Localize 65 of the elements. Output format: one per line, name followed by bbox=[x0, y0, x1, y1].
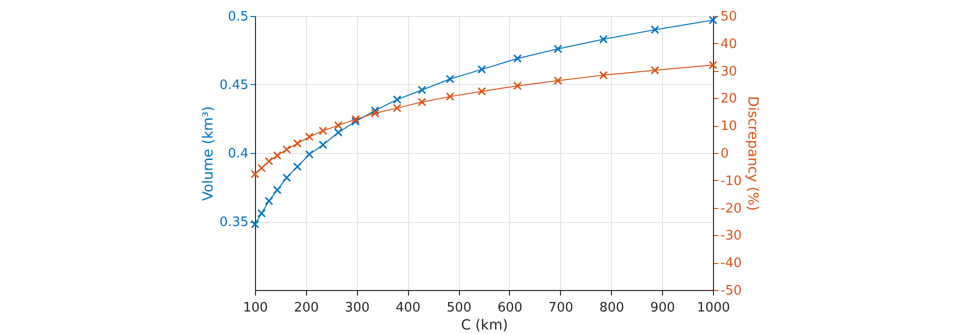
point bbox=[446, 92, 454, 101]
point bbox=[318, 140, 328, 150]
point bbox=[257, 164, 266, 172]
point bbox=[599, 35, 608, 44]
point bbox=[273, 186, 282, 194]
y2-tick-label: -40 bbox=[720, 256, 742, 272]
x-tick-label: 900 bbox=[650, 300, 676, 316]
y2-tick-label: 40 bbox=[720, 36, 738, 52]
x-tick-label: 500 bbox=[446, 300, 472, 316]
point bbox=[257, 208, 266, 218]
y-tick-label: 0.5 bbox=[228, 10, 248, 24]
point bbox=[599, 70, 608, 80]
point bbox=[282, 173, 292, 182]
point bbox=[650, 66, 660, 75]
point bbox=[477, 87, 486, 96]
y2-tick-label: -50 bbox=[720, 284, 742, 298]
point bbox=[708, 60, 718, 70]
point bbox=[446, 74, 454, 84]
x-tick-label: 600 bbox=[498, 300, 522, 316]
y2-tick-label: 0 bbox=[720, 146, 729, 162]
y2-tick-label: -20 bbox=[720, 201, 742, 216]
y-tick-label: 0.4 bbox=[228, 146, 248, 162]
point bbox=[418, 86, 426, 94]
point bbox=[392, 104, 402, 112]
point bbox=[418, 98, 426, 106]
point bbox=[650, 25, 660, 34]
point bbox=[554, 76, 562, 85]
point bbox=[708, 16, 718, 24]
y2-tick-label: 50 bbox=[720, 10, 738, 24]
point bbox=[264, 156, 274, 166]
x-tick-label: 700 bbox=[548, 300, 574, 316]
y-tick-label: 0.35 bbox=[220, 215, 248, 230]
y2-tick-label: 30 bbox=[720, 64, 738, 80]
point bbox=[293, 139, 302, 148]
point bbox=[513, 82, 522, 90]
x-axis-title: C (km) bbox=[461, 318, 508, 334]
x-tick-label: 1000 bbox=[696, 300, 730, 316]
point bbox=[273, 151, 282, 160]
point bbox=[392, 95, 402, 104]
point bbox=[282, 145, 292, 154]
y2-tick-label: 20 bbox=[720, 92, 738, 107]
y2-tick-label: -30 bbox=[720, 228, 742, 244]
point bbox=[370, 108, 380, 118]
point bbox=[318, 126, 328, 136]
x-tick-label: 200 bbox=[294, 300, 319, 316]
y-axis-title: Volume (km³) bbox=[200, 106, 217, 201]
point bbox=[293, 162, 302, 171]
point bbox=[250, 170, 260, 178]
y2-tick-label: 10 bbox=[720, 119, 738, 134]
y2-axis-title: Discrepancy (%) bbox=[744, 96, 761, 211]
point bbox=[305, 150, 314, 159]
point bbox=[264, 196, 274, 206]
point bbox=[305, 132, 314, 142]
y-tick-label: 0.45 bbox=[220, 78, 248, 93]
x-tick-label: 400 bbox=[396, 300, 421, 316]
y2-tick-label: -10 bbox=[720, 174, 742, 189]
x-tick-label: 300 bbox=[344, 300, 370, 316]
point bbox=[370, 106, 380, 115]
x-tick-label: 100 bbox=[243, 300, 268, 316]
point bbox=[554, 44, 562, 54]
point bbox=[334, 128, 343, 137]
point bbox=[513, 54, 522, 63]
point bbox=[334, 121, 343, 130]
point bbox=[477, 65, 486, 74]
x-tick-label: 800 bbox=[599, 300, 624, 316]
